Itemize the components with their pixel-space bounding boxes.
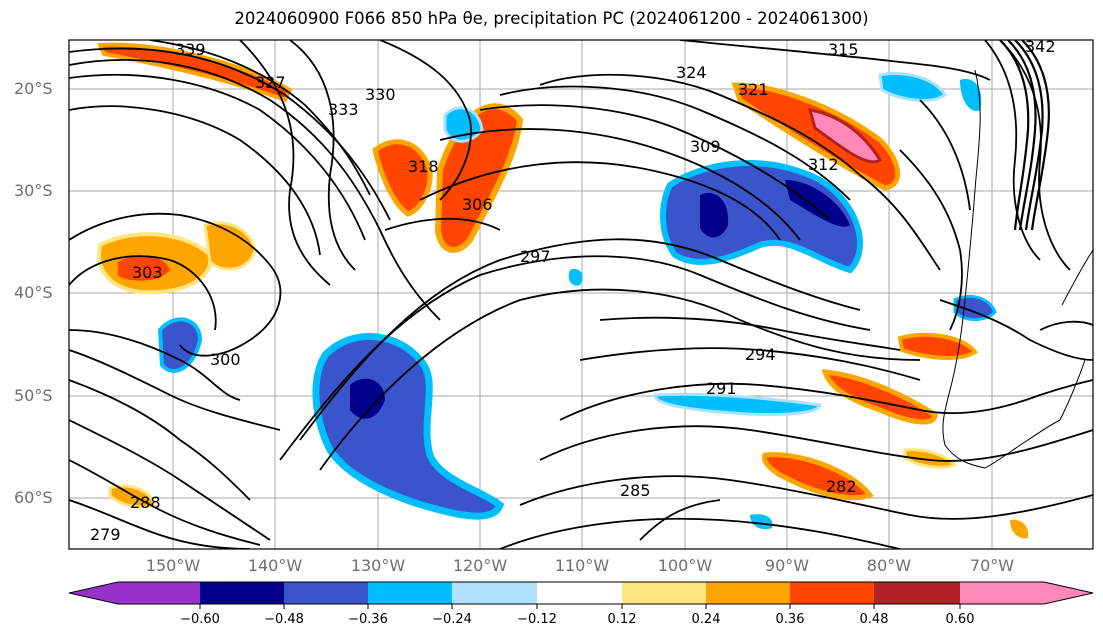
- colorbar-tick-label: 0.24: [691, 612, 721, 627]
- svg-text:306: 306: [462, 195, 493, 214]
- svg-text:330: 330: [365, 85, 396, 104]
- colorbar-segment: [622, 582, 706, 604]
- colorbar-segment: [874, 582, 960, 604]
- lat-label: 30°S: [14, 181, 53, 200]
- svg-text:288: 288: [130, 493, 161, 512]
- colorbar-tick-label: −0.24: [432, 612, 472, 627]
- lon-label: 110°W: [554, 556, 610, 575]
- colorbar-segment: [960, 582, 1044, 604]
- lon-label: 140°W: [247, 556, 303, 575]
- andes-contours: [999, 40, 1050, 231]
- colorbar-tick-label: −0.12: [517, 612, 557, 627]
- lon-label: 80°W: [866, 556, 912, 575]
- svg-text:297: 297: [520, 247, 551, 266]
- colorbar-segment: [118, 582, 200, 604]
- theta-e-contours: [69, 40, 1093, 549]
- svg-text:321: 321: [738, 80, 769, 99]
- lat-label: 50°S: [14, 386, 53, 405]
- colorbar-segment: [284, 582, 368, 604]
- lon-label: 90°W: [764, 556, 810, 575]
- map-frame: [68, 39, 1094, 550]
- svg-text:282: 282: [826, 477, 857, 496]
- colorbar-tick-label: −0.36: [348, 612, 388, 627]
- lat-label: 40°S: [14, 283, 53, 302]
- lon-label: 100°W: [657, 556, 713, 575]
- coastline: [942, 69, 1093, 469]
- colorbar-segment: [537, 582, 622, 604]
- colorbar-tick-label: 0.48: [859, 612, 889, 627]
- lon-label: 150°W: [145, 556, 201, 575]
- lat-label: 60°S: [14, 488, 53, 507]
- colorbar-segment: [790, 582, 874, 604]
- svg-text:327: 327: [255, 73, 286, 92]
- lon-label: 70°W: [969, 556, 1015, 575]
- svg-text:309: 309: [690, 137, 721, 156]
- colorbar-tick-label: 0.60: [945, 612, 975, 627]
- svg-text:294: 294: [745, 345, 776, 364]
- page-title: 2024060900 F066 850 hPa θe, precipitatio…: [234, 9, 869, 28]
- colorbar-segment: [706, 582, 790, 604]
- svg-text:315: 315: [828, 40, 859, 59]
- colorbar: [68, 581, 1094, 609]
- svg-text:279: 279: [90, 525, 121, 544]
- lon-label: 130°W: [350, 556, 406, 575]
- colorbar-extend-high: [1044, 582, 1093, 604]
- colorbar-tick-label: −0.48: [264, 612, 304, 627]
- colorbar-segment: [368, 582, 452, 604]
- colorbar-tick-label: −0.60: [180, 612, 220, 627]
- colorbar-tick-label: 0.36: [775, 612, 805, 627]
- svg-text:339: 339: [175, 40, 206, 59]
- svg-text:312: 312: [808, 155, 839, 174]
- svg-text:303: 303: [132, 263, 163, 282]
- svg-text:324: 324: [676, 63, 707, 82]
- lat-label: 20°S: [14, 79, 53, 98]
- contour-labels: 339 342 333 330 327 324 321 318 315 312 …: [90, 37, 1056, 544]
- colorbar-segment: [200, 582, 284, 604]
- svg-text:285: 285: [620, 481, 651, 500]
- lon-label: 120°W: [452, 556, 508, 575]
- svg-text:318: 318: [408, 157, 439, 176]
- svg-text:300: 300: [210, 350, 241, 369]
- svg-text:342: 342: [1025, 37, 1056, 56]
- svg-text:291: 291: [706, 379, 737, 398]
- colorbar-segment: [452, 582, 537, 604]
- colorbar-tick-label: 0.12: [607, 612, 637, 627]
- svg-text:333: 333: [328, 100, 359, 119]
- colorbar-extend-low: [69, 582, 118, 604]
